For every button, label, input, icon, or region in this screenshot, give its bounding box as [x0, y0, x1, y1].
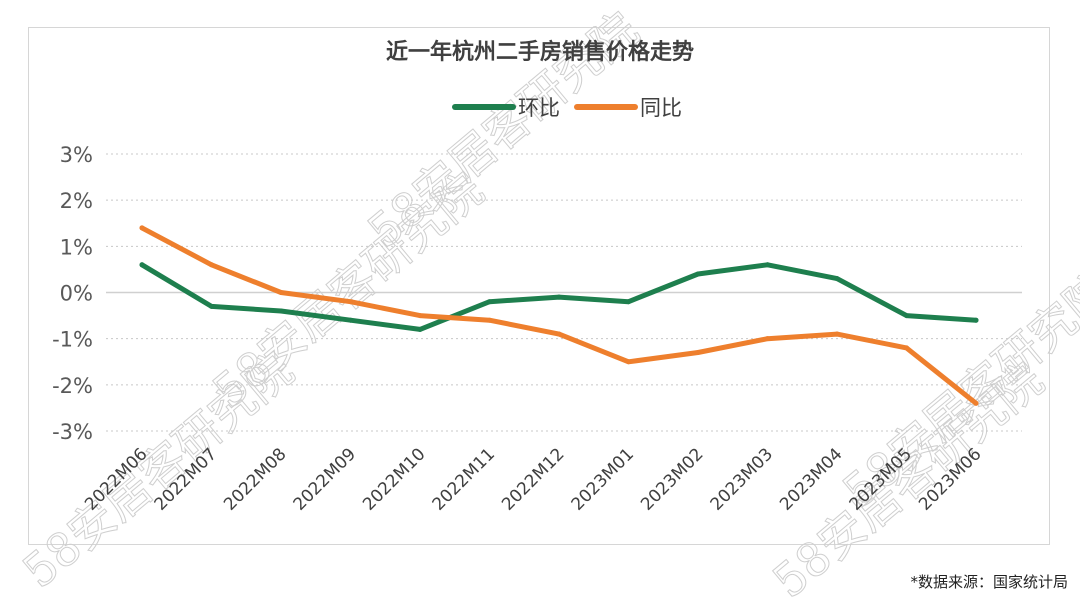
data-point: [695, 350, 701, 356]
x-tick-label: 2023M03: [707, 444, 777, 514]
x-tick-label: 2022M08: [220, 444, 290, 514]
gridlines: [106, 153, 1022, 432]
data-point: [626, 359, 631, 365]
y-tick-label: 0%: [60, 282, 93, 306]
data-point: [556, 294, 562, 300]
data-point: [904, 345, 909, 351]
data-point: [139, 225, 145, 231]
y-tick-label: 3%: [60, 143, 93, 167]
data-point: [487, 317, 492, 323]
y-tick-labels: 3% 2% 1% 0% -1% -2% -3%: [52, 143, 93, 444]
data-point: [834, 331, 840, 337]
chart-title: 近一年杭州二手房销售价格走势: [385, 40, 694, 65]
data-point: [487, 299, 492, 305]
legend: 环比 同比: [0, 92, 1080, 122]
data-point: [278, 290, 284, 295]
data-point: [417, 326, 423, 332]
x-tick-label: 2023M01: [568, 444, 638, 514]
legend-item-0: 环比: [452, 92, 560, 122]
data-point: [278, 308, 284, 314]
legend-swatch-1: [574, 104, 638, 110]
data-point: [209, 262, 214, 268]
data-point: [348, 299, 353, 305]
x-tick-label: 2023M02: [637, 444, 707, 514]
y-tick-label: 2%: [60, 189, 93, 213]
data-point: [834, 276, 840, 282]
x-tick-label: 2022M12: [498, 444, 568, 514]
y-tick-label: -3%: [52, 420, 93, 444]
x-tick-label: 2022M09: [290, 444, 360, 514]
legend-label-1: 同比: [640, 96, 682, 120]
y-tick-label: 1%: [60, 235, 93, 259]
x-tick-label: 2022M11: [429, 444, 499, 514]
data-point: [139, 262, 145, 268]
series-lines: [139, 225, 979, 406]
data-point: [765, 336, 770, 342]
data-point: [695, 271, 701, 277]
y-tick-label: -2%: [52, 374, 93, 398]
data-point: [348, 317, 353, 323]
data-point: [904, 313, 909, 319]
data-point: [556, 331, 562, 337]
chart-frame: [28, 27, 1050, 545]
x-tick-label: 2022M10: [359, 444, 429, 514]
legend-label-0: 环比: [518, 96, 560, 120]
data-point: [973, 400, 979, 406]
data-point: [209, 303, 214, 309]
data-point: [626, 299, 631, 305]
legend-item-1: 同比: [574, 92, 682, 122]
source-note: *数据来源：国家统计局: [910, 573, 1068, 591]
data-point: [765, 262, 770, 268]
data-point: [973, 317, 979, 323]
y-tick-label: -1%: [52, 328, 93, 352]
legend-swatch-0: [452, 104, 516, 110]
data-point: [417, 313, 423, 319]
